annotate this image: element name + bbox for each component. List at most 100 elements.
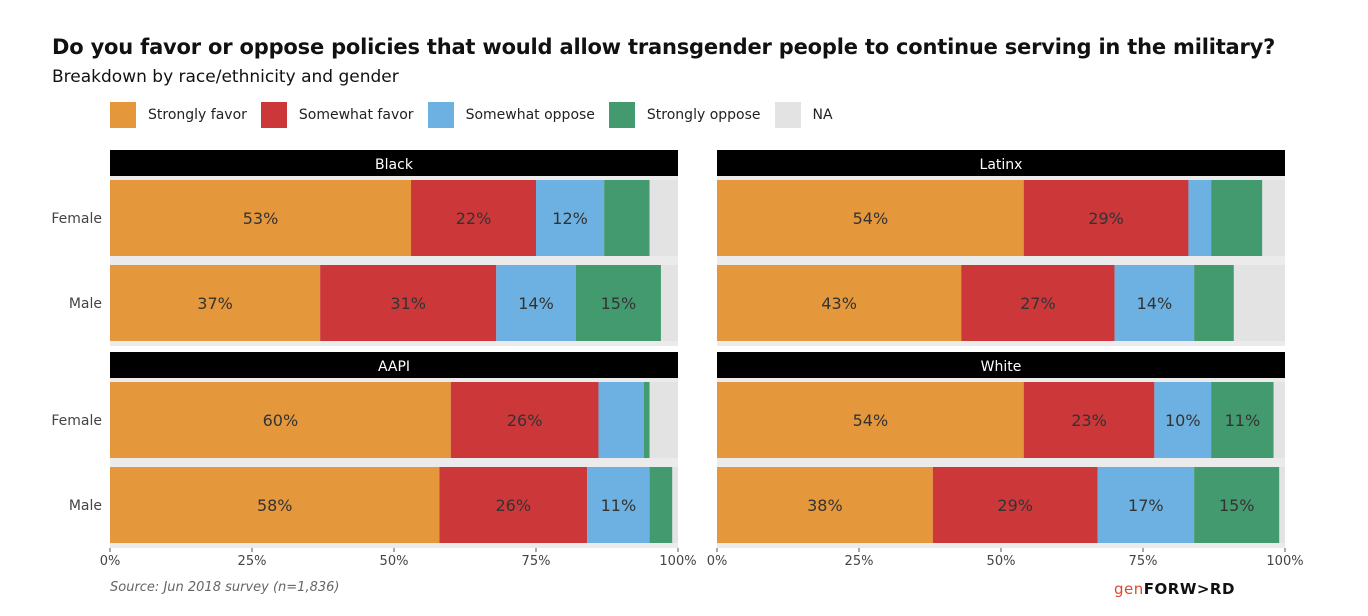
legend-label-strongly-oppose: Strongly oppose: [646, 107, 761, 123]
legend-label-na: NA: [812, 107, 833, 123]
bar-black-female-somewhat-oppose: [536, 180, 605, 256]
bar-black-female-strongly-favor: [110, 180, 412, 256]
data-label-white-female-strongly-oppose: 11%: [1225, 411, 1261, 430]
bar-latinx-female-somewhat-oppose: [1188, 180, 1212, 256]
panel-strip-aapi: [110, 352, 678, 378]
chart-subtitle: Breakdown by race/ethnicity and gender: [52, 67, 399, 87]
bar-black-male-strongly-oppose: [575, 265, 661, 341]
data-label-aapi-female-strongly-favor: 60%: [263, 411, 299, 430]
bar-aapi-male-somewhat-oppose: [587, 467, 650, 543]
data-label-black-female-strongly-favor: 53%: [243, 209, 279, 228]
x-tick-label-aapi-1: 25%: [238, 554, 267, 569]
data-label-black-male-somewhat-oppose: 14%: [518, 294, 554, 313]
panel-strip-black: [110, 150, 678, 176]
bar-white-female-na: [1273, 382, 1285, 458]
data-label-black-male-strongly-oppose: 15%: [601, 294, 637, 313]
bar-white-male-na: [1279, 467, 1285, 543]
legend-item-strongly-oppose: Strongly oppose: [608, 102, 761, 128]
data-label-latinx-male-strongly-favor: 43%: [821, 294, 857, 313]
bar-white-female-somewhat-oppose: [1154, 382, 1212, 458]
panel-title-latinx: Latinx: [980, 157, 1023, 173]
legend-item-somewhat-oppose: Somewhat oppose: [427, 102, 595, 128]
bar-latinx-male-somewhat-favor: [961, 265, 1115, 341]
data-label-aapi-male-somewhat-favor: 26%: [495, 496, 531, 515]
bar-white-female-somewhat-favor: [1023, 382, 1155, 458]
x-tick-label-aapi-2: 50%: [380, 554, 409, 569]
data-label-latinx-female-strongly-favor: 54%: [853, 209, 889, 228]
legend-item-somewhat-favor: Somewhat favor: [260, 102, 414, 128]
x-tick-label-white-0: 0%: [707, 554, 728, 569]
x-tick-label-white-3: 75%: [1129, 554, 1158, 569]
bar-latinx-female-strongly-favor: [717, 180, 1024, 256]
data-label-latinx-male-somewhat-favor: 27%: [1020, 294, 1056, 313]
bar-aapi-male-somewhat-favor: [439, 467, 588, 543]
legend-swatch-na: [774, 102, 801, 128]
bar-white-male-somewhat-favor: [932, 467, 1098, 543]
data-label-latinx-female-somewhat-favor: 29%: [1088, 209, 1124, 228]
legend-label-somewhat-oppose: Somewhat oppose: [465, 107, 595, 123]
data-label-white-male-strongly-favor: 38%: [807, 496, 843, 515]
bar-white-male-strongly-oppose: [1194, 467, 1280, 543]
bar-black-female-somewhat-favor: [411, 180, 536, 256]
logo-forward: FORW>RD: [1143, 580, 1235, 598]
bar-white-female-strongly-favor: [717, 382, 1024, 458]
bar-latinx-female-somewhat-favor: [1023, 180, 1189, 256]
data-label-black-male-somewhat-favor: 31%: [390, 294, 426, 313]
legend-swatch-somewhat-oppose: [427, 102, 454, 128]
panel-title-aapi: AAPI: [378, 359, 410, 375]
bar-white-male-somewhat-oppose: [1097, 467, 1195, 543]
bar-latinx-male-na: [1233, 265, 1285, 341]
data-label-white-female-strongly-favor: 54%: [853, 411, 889, 430]
row-label-aapi-male: Male: [69, 498, 102, 514]
bar-aapi-male-strongly-favor: [110, 467, 440, 543]
data-label-black-female-somewhat-favor: 22%: [456, 209, 492, 228]
data-label-aapi-male-somewhat-oppose: 11%: [601, 496, 637, 515]
x-tick-label-aapi-4: 100%: [659, 554, 696, 569]
bar-aapi-male-na: [672, 467, 678, 543]
bar-black-male-strongly-favor: [110, 265, 321, 341]
source-note: Source: Jun 2018 survey (n=1,836): [110, 580, 340, 595]
x-tick-label-aapi-0: 0%: [100, 554, 121, 569]
bar-aapi-female-somewhat-oppose: [598, 382, 644, 458]
data-label-white-male-somewhat-favor: 29%: [997, 496, 1033, 515]
bar-aapi-female-na: [649, 382, 678, 458]
panel-strip-white: [717, 352, 1285, 378]
legend-item-na: NA: [774, 102, 833, 128]
chart-title: Do you favor or oppose policies that wou…: [52, 35, 1276, 59]
bar-aapi-male-strongly-oppose: [649, 467, 673, 543]
bar-white-female-strongly-oppose: [1211, 382, 1274, 458]
bar-black-female-strongly-oppose: [604, 180, 650, 256]
legend-swatch-strongly-oppose: [608, 102, 635, 128]
data-label-white-male-somewhat-oppose: 17%: [1128, 496, 1164, 515]
bar-aapi-female-somewhat-favor: [450, 382, 599, 458]
panel-strip-latinx: [717, 150, 1285, 176]
bar-aapi-female-strongly-oppose: [643, 382, 650, 458]
x-tick-label-aapi-3: 75%: [522, 554, 551, 569]
legend-swatch-somewhat-favor: [260, 102, 287, 128]
data-label-white-female-somewhat-favor: 23%: [1071, 411, 1107, 430]
x-tick-label-white-2: 50%: [987, 554, 1016, 569]
logo-gen: gen: [1114, 580, 1144, 598]
panel-title-white: White: [981, 359, 1022, 375]
bar-latinx-female-na: [1262, 180, 1285, 256]
row-label-black-female: Female: [51, 211, 102, 227]
bar-aapi-female-strongly-favor: [110, 382, 451, 458]
bar-latinx-male-strongly-favor: [717, 265, 962, 341]
row-label-black-male: Male: [69, 296, 102, 312]
panel-title-black: Black: [375, 157, 414, 173]
x-tick-label-white-4: 100%: [1266, 554, 1303, 569]
data-label-black-female-somewhat-oppose: 12%: [552, 209, 588, 228]
row-label-aapi-female: Female: [51, 413, 102, 429]
legend: Strongly favor Somewhat favor Somewhat o…: [110, 102, 847, 128]
bar-black-female-na: [649, 180, 678, 256]
legend-swatch-strongly-favor: [110, 102, 136, 128]
legend-label-strongly-favor: Strongly favor: [148, 107, 247, 123]
bar-black-male-na: [660, 265, 678, 341]
bar-white-male-strongly-favor: [717, 467, 933, 543]
data-label-aapi-male-strongly-favor: 58%: [257, 496, 293, 515]
data-label-black-male-strongly-favor: 37%: [197, 294, 233, 313]
legend-item-strongly-favor: Strongly favor: [110, 102, 247, 128]
bar-black-male-somewhat-favor: [320, 265, 497, 341]
x-tick-label-white-1: 25%: [845, 554, 874, 569]
